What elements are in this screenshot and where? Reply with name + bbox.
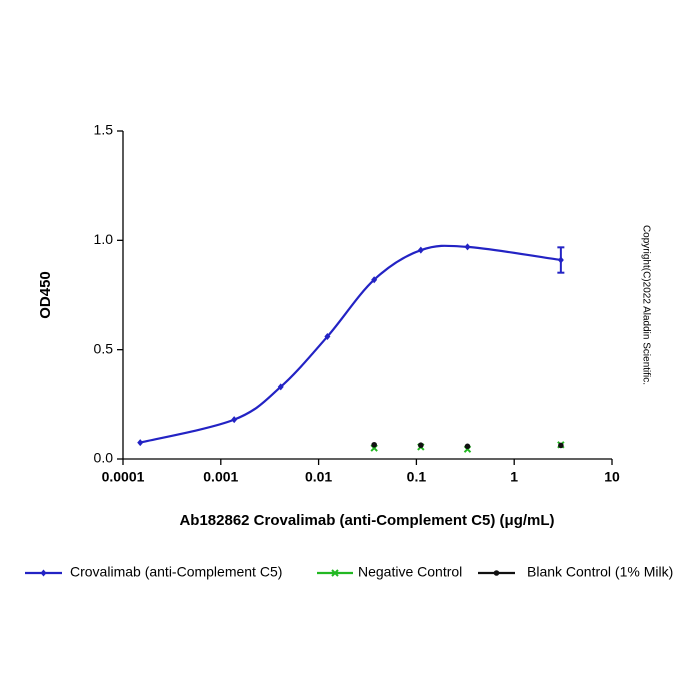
- marker: [493, 570, 500, 576]
- marker: [324, 333, 331, 341]
- x-tick-label: 1: [510, 469, 518, 485]
- marker: [558, 442, 564, 449]
- y-tick-label: 1.0: [94, 231, 114, 247]
- marker: [464, 243, 471, 251]
- legend-item: Blank Control (1% Milk): [478, 564, 673, 580]
- series-line: [139, 244, 562, 444]
- legend-label: Negative Control: [358, 564, 462, 580]
- y-axis-label: OD450: [37, 271, 54, 319]
- marker: [40, 569, 47, 577]
- legend-label: Crovalimab (anti-Complement C5): [70, 564, 282, 580]
- legend-item: Negative Control: [317, 564, 462, 580]
- marker: [464, 443, 471, 450]
- marker: [137, 439, 144, 447]
- legend-item: Crovalimab (anti-Complement C5): [25, 564, 282, 580]
- marker: [418, 442, 424, 449]
- y-tick-label: 0.0: [94, 450, 114, 466]
- x-tick-label: 0.001: [203, 469, 238, 485]
- y-tick-label: 1.5: [94, 122, 114, 138]
- x-tick-label: 0.0001: [102, 469, 145, 485]
- marker: [557, 256, 564, 264]
- x-tick-label: 0.1: [407, 469, 427, 485]
- marker: [277, 383, 284, 391]
- x-axis-label: Ab182862 Crovalimab (anti-Complement C5)…: [179, 512, 554, 529]
- copyright: Copyright(C)2022 Aladdin Scientific.: [640, 225, 651, 385]
- y-tick-label: 0.5: [94, 340, 114, 356]
- x-tick-label: 10: [604, 469, 620, 485]
- marker: [417, 246, 424, 254]
- marker: [371, 441, 377, 448]
- marker: [371, 276, 378, 284]
- legend-label: Blank Control (1% Milk): [527, 564, 673, 580]
- x-tick-label: 0.01: [305, 469, 332, 485]
- marker: [331, 569, 339, 577]
- marker: [231, 416, 238, 424]
